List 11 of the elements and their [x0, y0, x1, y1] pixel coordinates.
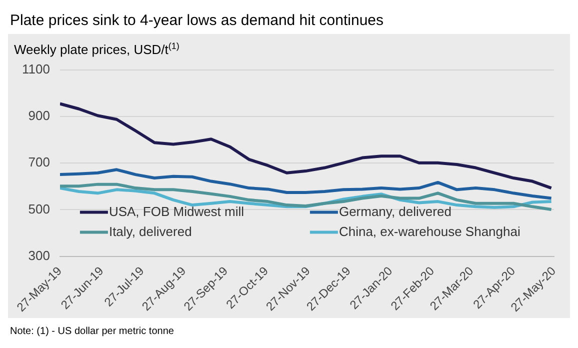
legend-label: Germany, delivered — [338, 204, 452, 219]
text: Note: (1) - US dollar per metric tonne — [10, 326, 174, 337]
legend-label: USA, FOB Midwest mill — [108, 204, 244, 219]
y-tick-label: 900 — [28, 108, 50, 124]
legend-label: Italy, delivered — [108, 224, 192, 239]
legend-label: China, ex-warehouse Shanghai — [338, 224, 520, 239]
y-tick-label: 500 — [28, 201, 50, 216]
y-tick-label: 700 — [28, 154, 50, 170]
y-tick-label: 300 — [28, 248, 50, 263]
y-tick-label: 1100 — [22, 62, 50, 77]
chart-title: Plate prices sink to 4-year lows as demand hit continues — [10, 12, 384, 29]
